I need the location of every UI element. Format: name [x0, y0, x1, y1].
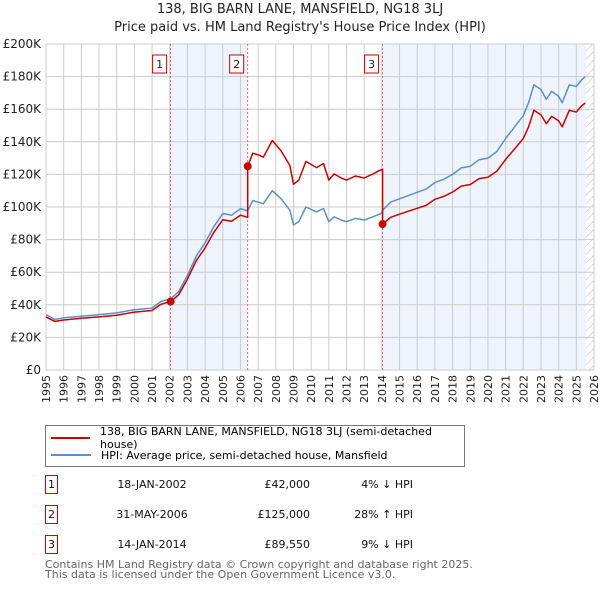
legend-label: 138, BIG BARN LANE, MANSFIELD, NG18 3LJ … — [100, 425, 432, 451]
x-tick-label: 2019 — [464, 375, 477, 403]
sale-price: £89,550 — [264, 538, 311, 551]
x-tick-label: 2023 — [535, 375, 548, 403]
x-tick-label: 1996 — [58, 375, 71, 403]
y-tick-label: £120K — [3, 167, 43, 181]
table-row: 1 18-JAN-2002 £42,000 4% ↓ HPI — [45, 475, 445, 495]
x-tick-label: 2022 — [517, 375, 530, 403]
marker-badge: 1 — [45, 475, 58, 494]
sale-date: 31-MAY-2006 — [116, 508, 188, 521]
x-tick-label: 2013 — [358, 375, 371, 403]
sale-label: 2 — [233, 58, 240, 71]
x-tick-label: 1995 — [40, 375, 53, 403]
chart: £0 £20K £40K £60K £80K £100K £120K £140K £160K £1… — [3, 37, 600, 403]
x-tick-label: 2014 — [376, 375, 389, 403]
x-tick-label: 2015 — [394, 375, 407, 403]
y-tick-label: £40K — [10, 298, 42, 312]
y-tick-label: £180K — [3, 70, 43, 84]
y-tick-label: £0 — [26, 363, 41, 377]
hpi-diff: 9% ↓ HPI — [361, 538, 413, 551]
x-tick-label: 2011 — [323, 375, 336, 403]
legend-label: HPI: Average price, semi-detached house,… — [101, 448, 388, 462]
sale-price: £125,000 — [257, 508, 311, 521]
sale-point — [378, 220, 387, 229]
x-tick-label: 2000 — [128, 375, 141, 403]
sale-label-box — [229, 54, 245, 74]
x-tick-label: 2003 — [181, 375, 194, 403]
x-tick-label: 2008 — [270, 375, 283, 403]
table-row: 3 14-JAN-2014 £89,550 9% ↓ HPI — [45, 535, 445, 555]
x-tick-label: 2016 — [411, 375, 424, 403]
y-tick-label: £60K — [10, 265, 42, 279]
y-tick-label: £200K — [3, 37, 43, 51]
footer: Contains HM Land Registry data © Crown c… — [45, 558, 473, 581]
sale-label: 1 — [156, 58, 163, 71]
table-row: 2 31-MAY-2006 £125,000 28% ↑ HPI — [45, 505, 445, 525]
sale-label-box — [364, 54, 380, 74]
y-tick-label: £140K — [3, 135, 43, 149]
legend: 138, BIG BARN LANE, MANSFIELD, NG18 3LJ … — [45, 425, 465, 467]
x-tick-label: 2017 — [429, 375, 442, 403]
x-tick-label: 2012 — [341, 375, 354, 403]
chart-title: 138, BIG BARN LANE, MANSFIELD, NG18 3LJ — [156, 2, 444, 17]
price-paid-line — [45, 102, 586, 323]
sale-point — [243, 162, 252, 171]
chart-subtitle: Price paid vs. HM Land Registry's House … — [114, 20, 486, 35]
x-tick-label: 2020 — [482, 375, 495, 403]
y-tick-label: £20K — [10, 330, 42, 344]
x-tick-label: 2001 — [146, 375, 159, 403]
footer-licence: This data is licensed under the Open Gov… — [45, 568, 396, 581]
marker-badge: 2 — [45, 505, 58, 524]
y-tick-label: £160K — [3, 102, 43, 116]
y-tick-label: £80K — [10, 233, 42, 247]
footer-copyright: Contains HM Land Registry data © Crown c… — [45, 558, 473, 571]
sale-price: £42,000 — [264, 478, 311, 491]
x-tick-label: 2018 — [447, 375, 460, 403]
x-tick-label: 2007 — [252, 375, 265, 403]
plot-border — [45, 43, 595, 371]
sale-date: 18-JAN-2002 — [117, 478, 187, 491]
x-tick-label: 2021 — [500, 375, 513, 403]
hpi-line — [45, 76, 586, 321]
hpi-diff: 28% ↑ HPI — [354, 508, 413, 521]
sale-date: 14-JAN-2014 — [117, 538, 187, 551]
sale-label: 3 — [368, 58, 375, 71]
x-tick-label: 1999 — [111, 375, 124, 403]
x-tick-label: 2005 — [217, 375, 230, 403]
marker-badge: 3 — [45, 535, 58, 554]
sale-label-box — [152, 54, 168, 74]
legend-line-blue — [51, 454, 91, 456]
x-tick-label: 2024 — [553, 375, 566, 403]
x-tick-label: 2009 — [287, 375, 300, 403]
x-tick-label: 2025 — [570, 375, 583, 403]
x-tick-label: 2006 — [234, 375, 247, 403]
x-tick-label: 2004 — [199, 375, 212, 403]
x-tick-label: 2002 — [164, 375, 177, 403]
legend-item-hpi: HPI: Average price, semi-detached house,… — [51, 447, 388, 463]
hpi-diff: 4% ↓ HPI — [361, 478, 413, 491]
legend-item-property: 138, BIG BARN LANE, MANSFIELD, NG18 3LJ … — [51, 425, 464, 451]
x-tick-label: 2026 — [588, 375, 600, 403]
x-tick-label: 2010 — [305, 375, 318, 403]
legend-line-red — [51, 437, 91, 439]
sale-point — [166, 297, 175, 306]
x-tick-label: 1997 — [75, 375, 88, 403]
x-tick-label: 1998 — [93, 375, 106, 403]
y-tick-label: £100K — [3, 200, 43, 214]
